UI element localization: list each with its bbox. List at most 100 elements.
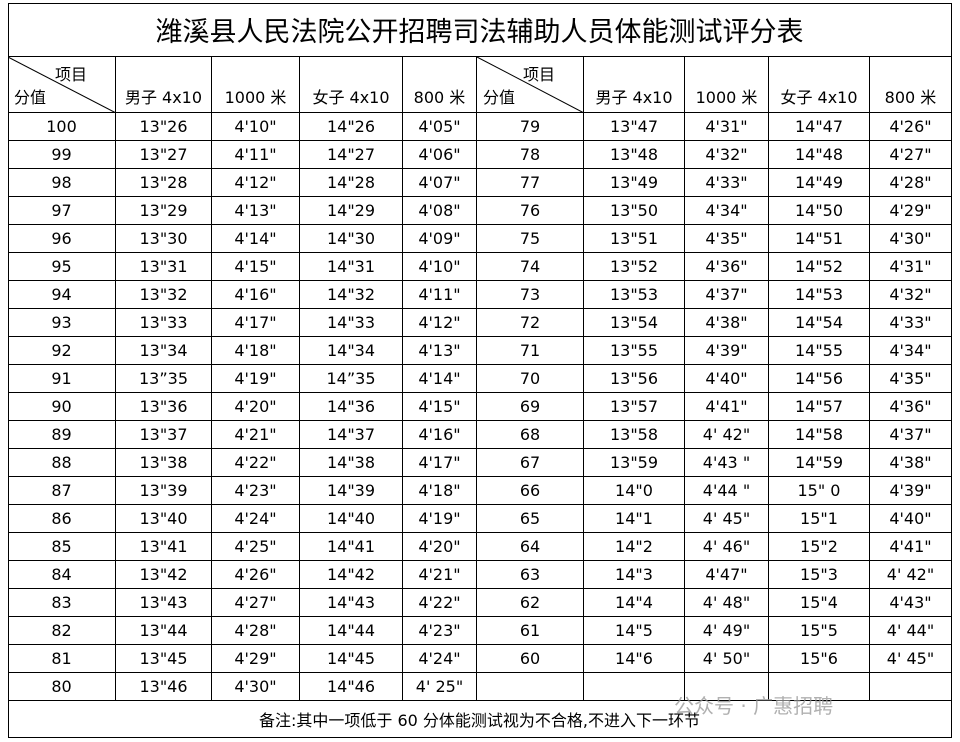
time-cell: 14"37 xyxy=(300,421,403,449)
diagonal-header: 项目 分值 xyxy=(477,57,584,113)
time-cell: 14"54 xyxy=(769,309,870,337)
time-cell: 14"59 xyxy=(769,449,870,477)
score-cell: 96 xyxy=(8,225,116,253)
time-cell: 13"55 xyxy=(584,337,685,365)
time-cell: 4'09" xyxy=(403,225,477,253)
score-cell: 74 xyxy=(477,253,584,281)
time-cell: 13"41 xyxy=(116,533,212,561)
time-cell: 4'10" xyxy=(212,113,300,141)
time-cell: 4' 42" xyxy=(685,421,769,449)
time-cell xyxy=(769,673,870,701)
time-cell: 4'14" xyxy=(403,365,477,393)
time-cell: 13"59 xyxy=(584,449,685,477)
time-cell: 14"27 xyxy=(300,141,403,169)
time-cell: 4'12" xyxy=(212,169,300,197)
time-cell: 14"50 xyxy=(769,197,870,225)
time-cell: 4'27" xyxy=(212,589,300,617)
column-header: 1000 米 xyxy=(685,57,769,113)
time-cell: 4'16" xyxy=(403,421,477,449)
score-cell: 66 xyxy=(477,477,584,505)
time-cell: 14"57 xyxy=(769,393,870,421)
column-header: 1000 米 xyxy=(212,57,300,113)
time-cell: 4'29" xyxy=(870,197,952,225)
time-cell: 13"53 xyxy=(584,281,685,309)
time-cell: 13"29 xyxy=(116,197,212,225)
time-cell: 13"33 xyxy=(116,309,212,337)
time-cell: 4'34" xyxy=(685,197,769,225)
time-cell: 4'18" xyxy=(212,337,300,365)
time-cell: 13"44 xyxy=(116,617,212,645)
time-cell: 4'08" xyxy=(403,197,477,225)
score-cell: 97 xyxy=(8,197,116,225)
score-cell: 73 xyxy=(477,281,584,309)
time-cell: 14"33 xyxy=(300,309,403,337)
time-cell: 14”35 xyxy=(300,365,403,393)
time-cell: 15"2 xyxy=(769,533,870,561)
time-cell: 4'10" xyxy=(403,253,477,281)
score-cell: 95 xyxy=(8,253,116,281)
score-cell: 100 xyxy=(8,113,116,141)
score-cell: 81 xyxy=(8,645,116,673)
time-cell: 4'43 " xyxy=(685,449,769,477)
time-cell: 4'07" xyxy=(403,169,477,197)
time-cell: 13"28 xyxy=(116,169,212,197)
score-cell: 70 xyxy=(477,365,584,393)
score-cell: 99 xyxy=(8,141,116,169)
time-cell: 14"36 xyxy=(300,393,403,421)
time-cell: 15"4 xyxy=(769,589,870,617)
time-cell: 4' 49" xyxy=(685,617,769,645)
item-label: 项目 xyxy=(54,65,87,84)
time-cell: 14"2 xyxy=(584,533,685,561)
time-cell: 14"40 xyxy=(300,505,403,533)
watermark: 公众号 · 广惠招聘 xyxy=(674,694,834,718)
score-cell: 85 xyxy=(8,533,116,561)
time-cell: 4'12" xyxy=(403,309,477,337)
time-cell: 13"54 xyxy=(584,309,685,337)
time-cell xyxy=(870,673,952,701)
score-cell: 69 xyxy=(477,393,584,421)
time-cell: 13"37 xyxy=(116,421,212,449)
score-cell: 64 xyxy=(477,533,584,561)
score-cell: 93 xyxy=(8,309,116,337)
time-cell: 4'19" xyxy=(403,505,477,533)
score-cell: 75 xyxy=(477,225,584,253)
time-cell: 4' 42" xyxy=(870,561,952,589)
column-header: 女子 4x10 xyxy=(769,57,870,113)
time-cell: 4'17" xyxy=(212,309,300,337)
time-cell: 14"26 xyxy=(300,113,403,141)
time-cell: 4' 46" xyxy=(685,533,769,561)
time-cell: 4'24" xyxy=(212,505,300,533)
time-cell: 4'35" xyxy=(685,225,769,253)
time-cell: 4'32" xyxy=(685,141,769,169)
score-cell: 71 xyxy=(477,337,584,365)
note: 备注:其中一项低于 60 分体能测试视为不合格,不进入下一环节 xyxy=(8,701,952,738)
diagonal-line xyxy=(8,57,116,113)
time-cell: 15"1 xyxy=(769,505,870,533)
time-cell: 4'26" xyxy=(870,113,952,141)
time-cell: 4'35" xyxy=(870,365,952,393)
time-cell: 4'11" xyxy=(403,281,477,309)
time-cell: 4'38" xyxy=(870,449,952,477)
score-cell: 98 xyxy=(8,169,116,197)
time-cell: 4'06" xyxy=(403,141,477,169)
time-cell: 4'30" xyxy=(870,225,952,253)
time-cell: 4'44 " xyxy=(685,477,769,505)
time-cell: 4'25" xyxy=(212,533,300,561)
score-label: 分值 xyxy=(483,88,516,107)
time-cell: 13"38 xyxy=(116,449,212,477)
score-cell: 83 xyxy=(8,589,116,617)
score-cell: 67 xyxy=(477,449,584,477)
score-cell: 78 xyxy=(477,141,584,169)
time-cell: 4'32" xyxy=(870,281,952,309)
time-cell: 14"52 xyxy=(769,253,870,281)
table-frame xyxy=(8,3,952,738)
time-cell: 4'28" xyxy=(870,169,952,197)
time-cell: 4'39" xyxy=(685,337,769,365)
time-cell: 14"31 xyxy=(300,253,403,281)
score-cell: 94 xyxy=(8,281,116,309)
time-cell: 4'36" xyxy=(685,253,769,281)
score-cell: 72 xyxy=(477,309,584,337)
time-cell: 4'05" xyxy=(403,113,477,141)
time-cell: 4'16" xyxy=(212,281,300,309)
time-cell: 14"29 xyxy=(300,197,403,225)
